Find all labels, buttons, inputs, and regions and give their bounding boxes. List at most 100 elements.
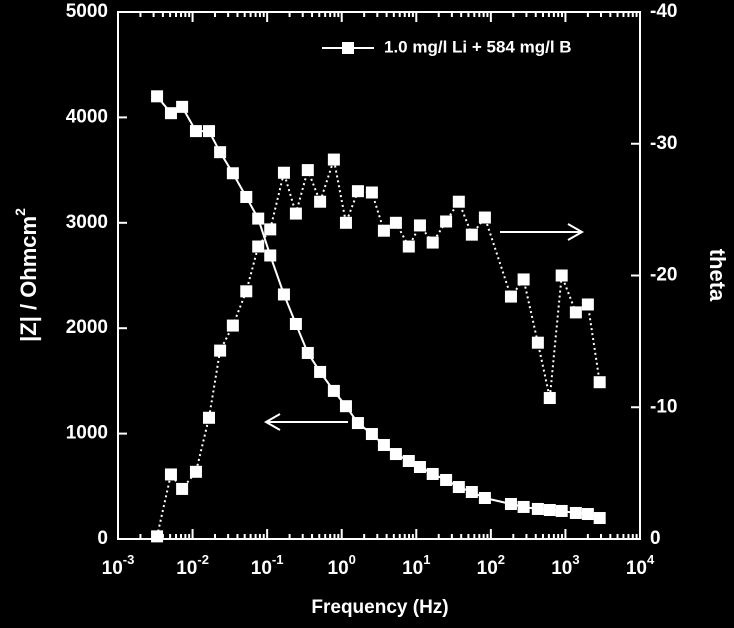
y2-tick-label: -10 (650, 396, 677, 417)
marker (226, 167, 239, 180)
marker (252, 240, 265, 253)
marker (176, 100, 189, 113)
x-tick-base: 10 (102, 558, 123, 579)
marker (264, 249, 277, 262)
x-tick-base: 10 (477, 558, 498, 579)
marker (339, 216, 352, 229)
marker (226, 319, 239, 332)
x-tick-label: 102 (477, 552, 505, 579)
marker (377, 438, 390, 451)
marker (531, 336, 544, 349)
x-tick-base: 10 (176, 558, 197, 579)
y2-axis-label: theta (705, 249, 730, 302)
marker (151, 530, 164, 543)
marker (252, 212, 265, 225)
marker (314, 365, 327, 378)
marker (543, 392, 556, 405)
x-axis-label: Frequency (Hz) (311, 597, 448, 618)
x-tick-exponent: 1 (423, 552, 430, 567)
marker (289, 317, 302, 330)
marker (569, 306, 582, 319)
x-tick-label: 10-3 (102, 552, 135, 579)
marker (189, 125, 202, 138)
arrow-left (263, 413, 348, 431)
marker (555, 269, 568, 282)
x-tick-label: 103 (551, 552, 579, 579)
marker (301, 346, 314, 359)
marker (176, 482, 189, 495)
marker (465, 228, 478, 241)
y-tick-label: 1000 (66, 423, 108, 444)
y2-tick-label: -20 (650, 265, 677, 286)
x-tick-exponent: 4 (647, 552, 655, 567)
marker (478, 211, 491, 224)
marker (389, 216, 402, 229)
x-tick-exponent: 2 (498, 552, 505, 567)
marker (581, 298, 594, 311)
legend-label: 1.0 mg/l Li + 584 mg/l B (384, 37, 572, 56)
marker (478, 491, 491, 504)
y-tick-label: 4000 (66, 106, 108, 127)
x-tick-exponent: 3 (572, 552, 579, 567)
y2-tick-label: 0 (650, 528, 661, 549)
x-tick-base: 10 (402, 558, 423, 579)
x-tick-base: 10 (551, 558, 572, 579)
marker (504, 498, 517, 511)
marker (365, 186, 378, 199)
marker (202, 125, 215, 138)
y2-tick-label: -40 (650, 1, 677, 22)
x-tick-base: 10 (251, 558, 272, 579)
marker (413, 219, 426, 232)
marker (593, 512, 606, 525)
marker (543, 504, 556, 517)
marker (593, 376, 606, 389)
x-tick-label: 100 (328, 552, 356, 579)
marker (327, 153, 340, 166)
marker (377, 224, 390, 237)
marker (440, 215, 453, 228)
marker (214, 146, 227, 159)
marker (240, 190, 253, 203)
marker (426, 236, 439, 249)
marker (365, 428, 378, 441)
x-tick-label: 10-2 (176, 552, 209, 579)
y2-tick-label: -30 (650, 133, 677, 154)
x-tick-exponent: -3 (123, 552, 135, 567)
marker (214, 344, 227, 357)
marker (339, 400, 352, 413)
y-axis-label: |Z| / Ohmcm2 (12, 208, 41, 342)
x-tick-label: 10-1 (251, 552, 284, 579)
y-tick-label: 0 (97, 528, 108, 549)
y-axis-label-text: |Z| / Ohmcm (16, 216, 41, 342)
y-tick-label: 5000 (66, 1, 108, 22)
marker (452, 195, 465, 208)
marker (277, 166, 290, 179)
marker (164, 107, 177, 120)
marker (240, 285, 253, 298)
x-tick-label: 104 (626, 552, 655, 579)
marker (351, 417, 364, 430)
x-tick-exponent: 0 (349, 552, 356, 567)
marker (164, 468, 177, 481)
marker (517, 500, 530, 513)
y-tick-label: 2000 (66, 317, 108, 338)
marker (277, 288, 290, 301)
legend-marker (342, 42, 354, 54)
marker (202, 411, 215, 424)
x-tick-exponent: -1 (272, 552, 284, 567)
marker (452, 481, 465, 494)
x-tick-exponent: -2 (197, 552, 209, 567)
marker (289, 207, 302, 220)
x-tick-base: 10 (626, 558, 647, 579)
marker (402, 455, 415, 468)
marker (555, 504, 568, 517)
marker (264, 223, 277, 236)
marker (517, 273, 530, 286)
x-tick-label: 101 (402, 552, 430, 579)
marker (440, 473, 453, 486)
marker (504, 290, 517, 303)
marker (351, 185, 364, 198)
x-tick-base: 10 (328, 558, 349, 579)
